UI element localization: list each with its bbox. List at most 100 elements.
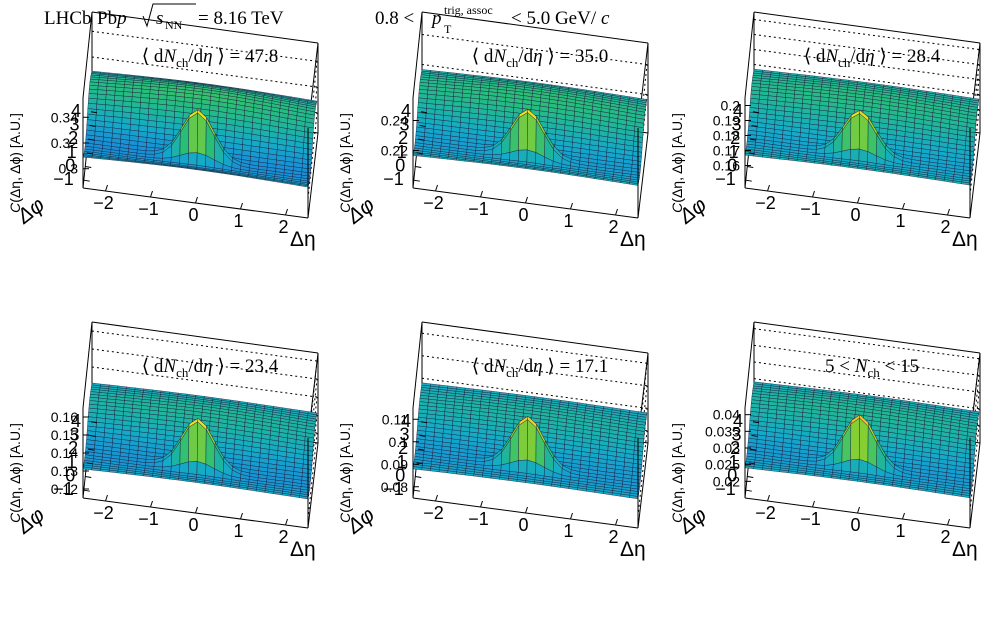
header-energy-symbol: s <box>156 8 163 29</box>
surface-cell <box>841 149 851 161</box>
box-top-left-edge <box>412 11 423 99</box>
x-tick <box>195 196 198 204</box>
surface-panel-5: 0.080.090.10.11C(Δη, Δϕ) [A.U.]−2 −1 0 1 2Δη… <box>337 321 649 561</box>
surface-cell <box>97 89 107 95</box>
x-tick-label: 2 <box>278 217 288 237</box>
surface-cell <box>156 121 166 129</box>
x-tick-label: 2 <box>940 527 950 547</box>
y-tick <box>745 179 752 182</box>
header-pt-symbol: p <box>430 8 442 29</box>
surface-cell <box>518 419 528 461</box>
x-tick <box>767 494 770 502</box>
surface-cell <box>526 149 537 164</box>
surface-cell <box>443 104 454 112</box>
surface-cell <box>113 110 123 118</box>
surface-cell <box>105 94 116 101</box>
surface-cell <box>156 109 167 117</box>
box-right-floor-edge <box>969 132 981 219</box>
y-tick <box>85 476 92 478</box>
x-tick <box>615 518 618 526</box>
surface-cell <box>187 461 198 475</box>
x-tick-label: 1 <box>563 521 573 541</box>
surface-cell <box>123 91 133 97</box>
surface-cell <box>122 95 133 102</box>
z-gridline <box>753 328 980 360</box>
z-tick-label: 0.24 <box>381 113 408 129</box>
x-tick-label: 0 <box>188 515 198 535</box>
panel-title: ⟨ dNch/dη ⟩ = 47.8 <box>142 46 279 70</box>
x-tick <box>480 190 483 198</box>
x-tick-label: −1 <box>800 199 821 219</box>
x-tick-label: −1 <box>468 199 489 219</box>
x-tick-label: −1 <box>800 509 821 529</box>
header-system: Pbp <box>97 8 127 29</box>
x-axis-title: Δη <box>952 538 978 561</box>
surface-cell <box>131 101 141 109</box>
x-tick-label: −2 <box>423 503 444 523</box>
y-tick <box>415 166 422 168</box>
x-tick-label: 1 <box>895 521 905 541</box>
x-tick <box>767 184 770 192</box>
surface-cell <box>122 100 133 108</box>
x-tick <box>902 512 905 520</box>
x-tick-label: −2 <box>755 193 776 213</box>
surface-cell <box>475 146 485 152</box>
x-tick-label: 1 <box>563 211 573 231</box>
surface-cell <box>858 459 869 475</box>
surface-cell <box>139 107 150 115</box>
surface-cell <box>475 457 485 462</box>
x-tick-label: −1 <box>138 509 159 529</box>
panel-title: ⟨ dNch/dη ⟩ = 17.1 <box>472 356 609 380</box>
z-axis-title: C(Δη, Δϕ) [A.U.] <box>669 423 685 523</box>
x-tick-label: 0 <box>518 205 528 225</box>
surface-cell <box>114 95 124 102</box>
header-pt-unit: c <box>601 8 610 29</box>
surface-cell <box>139 102 150 109</box>
box-top-back-edge <box>91 321 319 354</box>
header-energy-value: = 8.16 TeV <box>198 8 284 29</box>
x-tick <box>285 208 288 216</box>
surface-cell <box>122 106 132 113</box>
y-tick <box>85 166 92 168</box>
y-tick <box>83 179 90 182</box>
y-tick <box>413 489 420 492</box>
header-energy-subscript: NN <box>165 18 183 32</box>
y-tick-label: 3 <box>400 114 410 134</box>
x-tick <box>947 518 950 526</box>
surface-cell <box>164 122 175 130</box>
panel-title: ⟨ dNch/dη ⟩ = 35.0 <box>472 46 609 70</box>
x-tick <box>615 208 618 216</box>
x-axis-title: Δη <box>952 228 978 251</box>
y-tick-label: 0 <box>395 156 405 176</box>
y-tick-label: 2 <box>398 128 408 148</box>
surface-mesh <box>412 69 648 186</box>
surface-cell <box>145 146 156 152</box>
z-tick-label: 0.22 <box>381 143 408 159</box>
y-tick-label: 4 <box>733 411 743 431</box>
surface-cell <box>188 112 198 154</box>
panel-title: 5 < Nch < 15 <box>825 356 919 380</box>
y-tick <box>413 179 420 182</box>
surface-mesh <box>744 381 980 499</box>
x-axis-title: Δη <box>290 228 316 251</box>
y-tick-label: −1 <box>53 169 74 189</box>
x-tick-label: −2 <box>755 503 776 523</box>
x-tick-label: −2 <box>93 503 114 523</box>
surface-cell <box>87 103 98 110</box>
z-gridline <box>753 19 980 50</box>
header-pt-subscript: T <box>444 22 452 36</box>
x-tick <box>480 500 483 508</box>
y-tick <box>419 124 426 127</box>
x-tick <box>150 190 153 198</box>
x-tick <box>105 494 108 502</box>
y-tick <box>83 489 90 492</box>
x-tick-label: 0 <box>850 515 860 535</box>
x-tick-label: 1 <box>233 521 243 541</box>
header-pt-superscript: trig, assoc <box>444 3 493 17</box>
header-pt-lo: 0.8 < <box>375 8 414 29</box>
x-axis-title: Δη <box>290 538 316 561</box>
x-tick <box>435 494 438 502</box>
surface-cell <box>130 106 141 114</box>
x-tick <box>285 518 288 526</box>
